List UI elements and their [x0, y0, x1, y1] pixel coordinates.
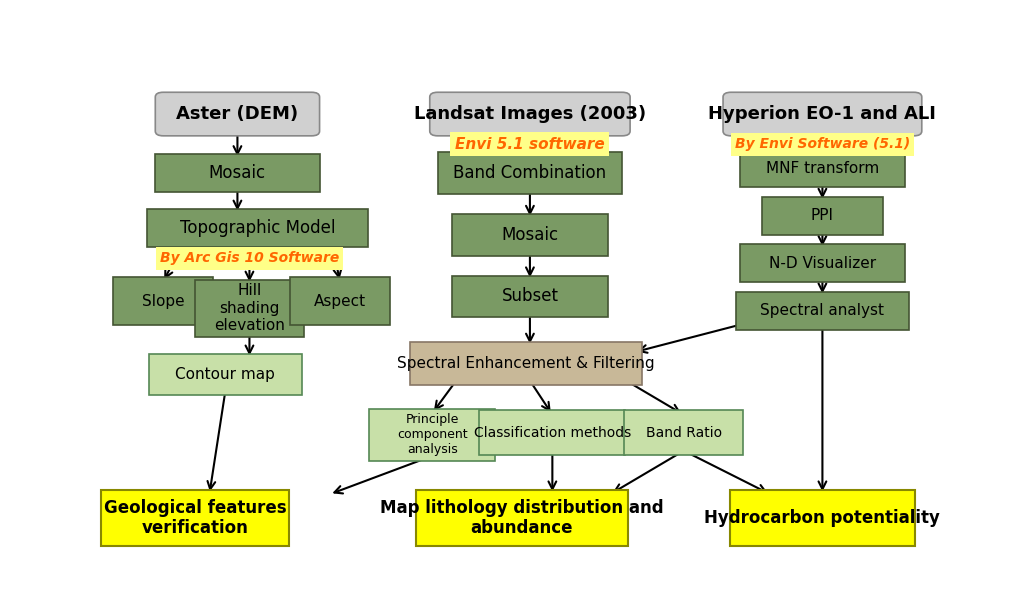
FancyBboxPatch shape: [480, 410, 626, 456]
FancyBboxPatch shape: [740, 244, 905, 282]
FancyBboxPatch shape: [452, 214, 608, 256]
Text: By Envi Software (5.1): By Envi Software (5.1): [735, 137, 910, 151]
FancyBboxPatch shape: [155, 92, 320, 136]
Text: Map lithology distribution and
abundance: Map lithology distribution and abundance: [381, 499, 664, 538]
Text: Mosaic: Mosaic: [209, 164, 266, 182]
Text: Aspect: Aspect: [314, 293, 366, 309]
Text: Landsat Images (2003): Landsat Images (2003): [414, 105, 646, 123]
FancyBboxPatch shape: [625, 410, 743, 456]
Text: Aster (DEM): Aster (DEM): [177, 105, 299, 123]
FancyBboxPatch shape: [730, 490, 914, 546]
Text: Spectral analyst: Spectral analyst: [760, 303, 884, 318]
FancyBboxPatch shape: [736, 292, 909, 330]
FancyBboxPatch shape: [147, 208, 368, 247]
FancyBboxPatch shape: [723, 92, 921, 136]
Text: MNF transform: MNF transform: [766, 161, 879, 176]
Text: Principle
component
analysis: Principle component analysis: [397, 413, 467, 456]
Text: Hyperion EO-1 and ALI: Hyperion EO-1 and ALI: [708, 105, 937, 123]
Text: Mosaic: Mosaic: [501, 226, 558, 244]
FancyBboxPatch shape: [113, 277, 213, 325]
Text: Subset: Subset: [501, 287, 558, 306]
FancyBboxPatch shape: [369, 408, 495, 461]
Text: Envi 5.1 software: Envi 5.1 software: [455, 137, 605, 152]
Text: By Arc Gis 10 Software: By Arc Gis 10 Software: [160, 252, 339, 266]
Text: Band Ratio: Band Ratio: [645, 426, 722, 440]
Text: N-D Visualizer: N-D Visualizer: [769, 256, 876, 271]
Text: Contour map: Contour map: [176, 367, 275, 382]
Text: Hill
shading
elevation: Hill shading elevation: [214, 284, 285, 333]
Text: Band Combination: Band Combination: [453, 164, 607, 182]
Text: Spectral Enhancement & Filtering: Spectral Enhancement & Filtering: [397, 356, 655, 371]
Text: Classification methods: Classification methods: [474, 426, 631, 440]
FancyBboxPatch shape: [762, 197, 883, 235]
Text: Hydrocarbon potentiality: Hydrocarbon potentiality: [704, 509, 940, 527]
FancyBboxPatch shape: [430, 92, 630, 136]
FancyBboxPatch shape: [437, 153, 622, 194]
FancyBboxPatch shape: [149, 354, 302, 395]
FancyBboxPatch shape: [452, 276, 608, 317]
FancyBboxPatch shape: [290, 277, 390, 325]
Text: Slope: Slope: [142, 293, 184, 309]
FancyBboxPatch shape: [155, 154, 320, 192]
FancyBboxPatch shape: [195, 280, 304, 336]
FancyBboxPatch shape: [740, 149, 905, 188]
Text: Geological features
verification: Geological features verification: [103, 499, 286, 538]
FancyBboxPatch shape: [409, 342, 642, 386]
FancyBboxPatch shape: [416, 490, 628, 546]
Text: PPI: PPI: [811, 208, 833, 223]
FancyBboxPatch shape: [100, 490, 290, 546]
Text: Topographic Model: Topographic Model: [180, 219, 335, 237]
